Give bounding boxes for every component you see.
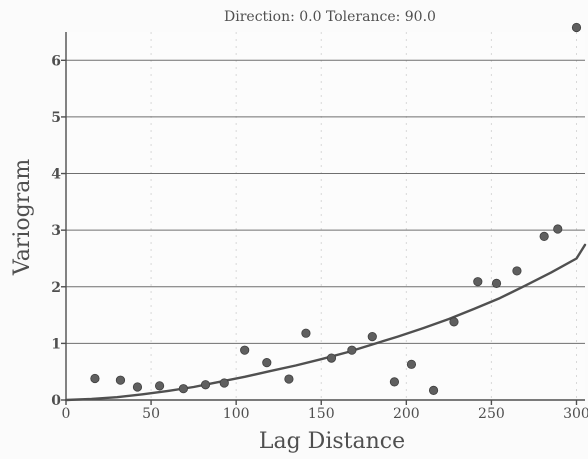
data-point-1	[90, 373, 100, 384]
y-tick-label-0: 0	[51, 393, 61, 409]
x-tick-label-2: 100	[223, 406, 250, 422]
y-tick-label-6: 6	[51, 53, 61, 69]
tick-layer: 0 50 100 150 200 250 300 0 1 2 3 4 5 6	[51, 53, 588, 422]
x-tick-label-0: 0	[62, 406, 71, 422]
y-tick-label-4: 4	[51, 167, 61, 183]
data-point-9	[262, 358, 272, 368]
x-tick-label-4: 200	[393, 406, 420, 422]
data-point-7	[219, 378, 229, 388]
plot-area	[66, 32, 585, 400]
data-point-16	[406, 359, 417, 369]
data-point-21	[512, 266, 522, 276]
grid-layer	[66, 32, 585, 401]
data-point-3	[132, 382, 143, 392]
x-tick-label-3: 150	[308, 406, 335, 422]
x-axis-title: Lag Distance	[259, 429, 405, 454]
chart-title: Direction: 0.0 Tolerance: 90.0	[224, 9, 436, 25]
data-point-23	[553, 224, 563, 234]
data-point-14	[367, 331, 377, 342]
y-tick-label-5: 5	[51, 110, 61, 126]
data-point-20	[491, 278, 502, 288]
y-tick-label-1: 1	[51, 336, 61, 352]
data-point-2	[115, 375, 126, 385]
y-tick-label-3: 3	[51, 223, 61, 239]
data-point-8	[240, 345, 250, 355]
x-tick-label-1: 50	[142, 406, 160, 422]
data-point-4	[154, 381, 165, 391]
data-point-6	[200, 380, 211, 390]
data-points	[90, 22, 582, 395]
data-point-13	[347, 345, 357, 355]
y-tick-label-2: 2	[51, 280, 61, 296]
data-point-12	[326, 353, 337, 363]
data-point-19	[473, 277, 483, 287]
data-point-15	[389, 377, 400, 387]
x-tick-label-6: 300	[563, 406, 588, 422]
data-point-24	[571, 22, 582, 33]
data-point-10	[284, 374, 294, 384]
data-point-22	[539, 231, 549, 241]
data-point-11	[301, 328, 311, 338]
data-point-18	[449, 317, 459, 327]
y-axis-title: Variogram	[10, 159, 35, 276]
data-point-5	[178, 384, 189, 394]
data-point-17	[428, 385, 439, 395]
x-tick-label-5: 250	[478, 406, 505, 422]
